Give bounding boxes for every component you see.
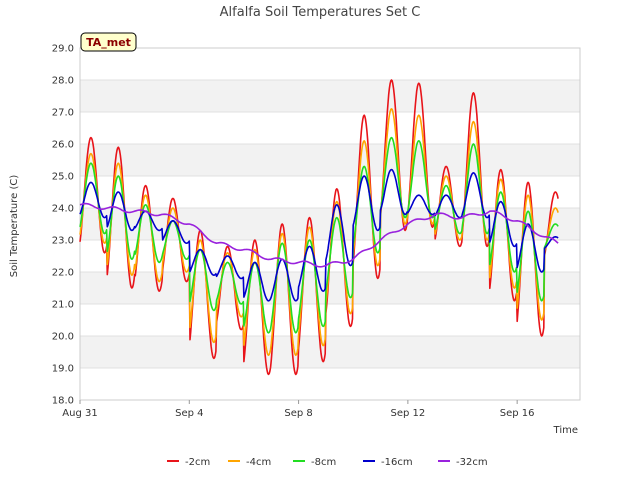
x-tick-label: Sep 12 [390, 408, 425, 419]
y-tick-label: 24.0 [52, 204, 74, 215]
x-axis-label: Time [553, 425, 578, 436]
grid-band [80, 304, 580, 336]
x-tick-label: Sep 16 [500, 408, 535, 419]
legend-label: -8cm [311, 457, 336, 468]
legend-label: -16cm [381, 457, 413, 468]
series-lines [79, 79, 559, 376]
chart-title: Alfalfa Soil Temperatures Set C [220, 5, 421, 20]
x-tick-label: Sep 4 [175, 408, 203, 419]
x-axis: Aug 31 Sep 4 Sep 8 Sep 12 Sep 16 [62, 400, 535, 419]
grid-band [80, 144, 580, 176]
y-tick-label: 20.0 [52, 332, 74, 343]
series-line-minus-32cm [79, 202, 559, 268]
grid-band [80, 48, 580, 80]
series-line-minus-4cm [79, 108, 559, 356]
y-tick-label: 28.0 [52, 76, 74, 87]
y-tick-label: 23.0 [52, 236, 74, 247]
grid-band [80, 368, 580, 400]
legend-label: -32cm [456, 457, 488, 468]
legend-label: -4cm [246, 457, 271, 468]
grid-bands [80, 48, 580, 401]
y-tick-label: 29.0 [52, 44, 74, 55]
y-tick-label: 26.0 [52, 140, 74, 151]
y-axis-label: Soil Temperature (C) [9, 175, 20, 278]
ta-met-badge-box [80, 32, 137, 52]
legend: -2cm -4cm -8cm -16cm -32cm [167, 457, 488, 468]
y-tick-label: 21.0 [52, 300, 74, 311]
y-tick-label: 22.0 [52, 268, 74, 279]
series-line-minus-8cm [79, 136, 559, 334]
y-axis: 18.0 19.0 20.0 21.0 22.0 23.0 24.0 25.0 26.0 27.0… [52, 44, 74, 407]
x-tick-label: Sep 8 [284, 408, 312, 419]
x-tick-label: Aug 31 [62, 408, 97, 419]
grid-band [80, 336, 580, 368]
ta-met-badge-label: TA_met [86, 36, 131, 49]
y-tick-label: 25.0 [52, 172, 74, 183]
series-line-minus-16cm [79, 168, 559, 302]
ta-met-badge[interactable]: TA_met [80, 32, 137, 52]
y-tick-label: 19.0 [52, 364, 74, 375]
y-tick-label: 18.0 [52, 396, 74, 407]
grid-band [80, 80, 580, 112]
legend-label: -2cm [185, 457, 210, 468]
series-line-minus-2cm [79, 79, 559, 376]
grid-band [80, 272, 580, 304]
grid-band [80, 112, 580, 144]
y-tick-label: 27.0 [52, 108, 74, 119]
